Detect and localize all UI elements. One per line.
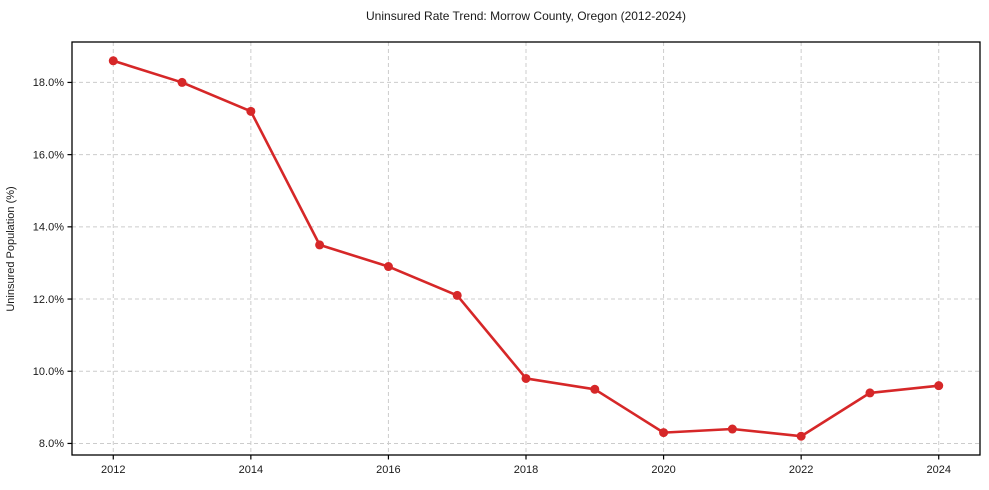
data-point [383,262,393,272]
y-tick-label: 18.0% [33,77,64,89]
data-point [521,373,531,383]
data-point [865,388,875,398]
y-axis-label: Uninsured Population (%) [5,186,17,311]
data-point [796,431,806,441]
data-point [108,56,118,66]
data-point [177,77,187,87]
y-tick-label: 16.0% [33,149,64,161]
x-tick-label: 2022 [789,464,813,476]
data-point [315,240,325,250]
x-tick-label: 2012 [101,464,125,476]
data-point [590,384,600,394]
y-tick-label: 8.0% [39,438,64,450]
x-tick-label: 2020 [651,464,675,476]
data-point [452,290,462,300]
data-point [727,424,737,434]
y-tick-label: 10.0% [33,366,64,378]
data-point [934,381,944,391]
y-tick-label: 14.0% [33,222,64,234]
x-tick-label: 2018 [514,464,538,476]
data-point [659,428,669,438]
x-tick-label: 2016 [376,464,400,476]
chart-title: Uninsured Rate Trend: Morrow County, Ore… [366,9,686,23]
plot-area: 8.0% 10.0% 12.0% 14.0% 16.0% 18.0% 2012 2014 201… [33,41,981,476]
x-tick-label: 2024 [926,464,950,476]
y-tick-label: 12.0% [33,294,64,306]
x-tick-label: 2014 [239,464,263,476]
data-point [246,106,256,116]
plot-frame [71,41,981,456]
